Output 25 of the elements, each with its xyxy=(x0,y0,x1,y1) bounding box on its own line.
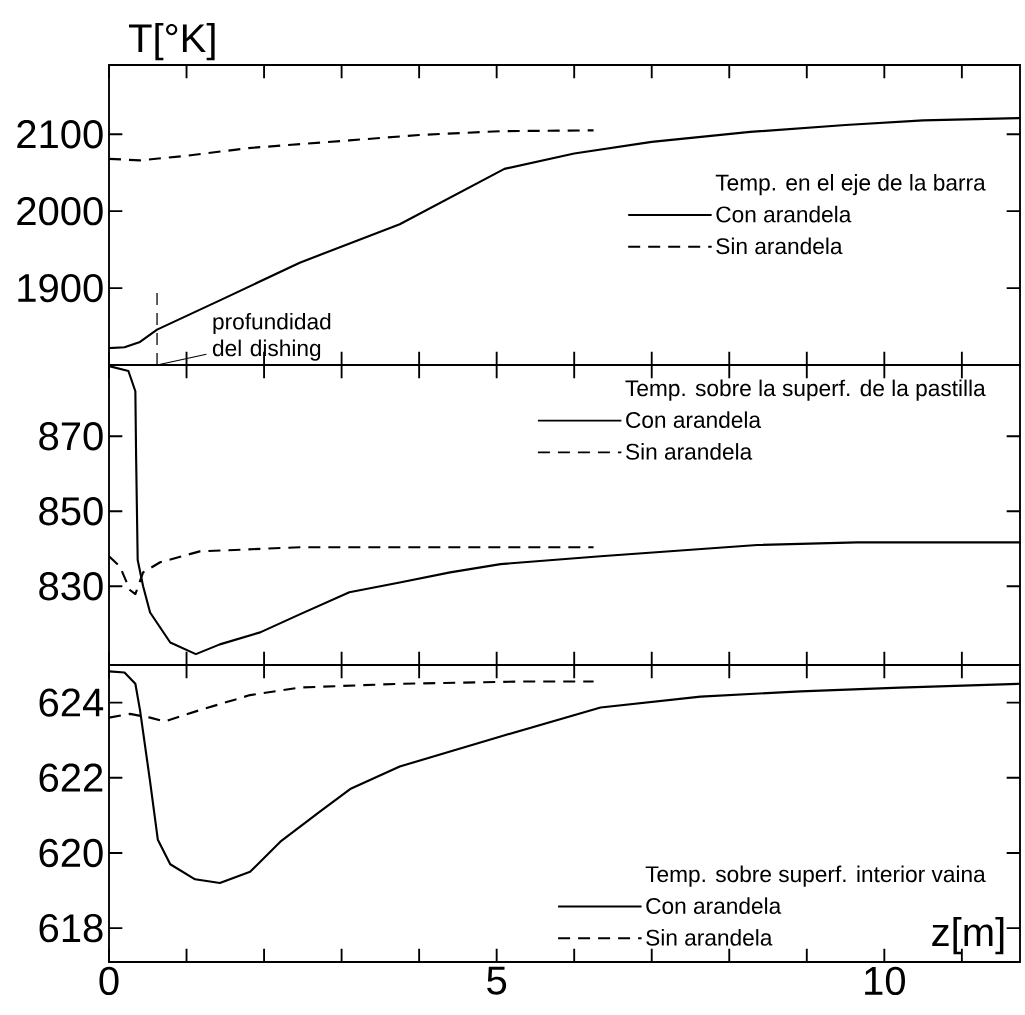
legend-title: Temp. en el eje de la barra xyxy=(715,174,986,196)
y-tick-label: 620 xyxy=(39,838,103,868)
y-tick-label: 622 xyxy=(39,763,103,792)
y-tick-label: 618 xyxy=(39,914,103,943)
y-axis-title: T[°K] xyxy=(129,23,215,61)
x-axis-title: z[m] xyxy=(932,917,1004,955)
legend-label: Con arandela xyxy=(716,205,852,223)
y-tick-label: 1900 xyxy=(18,273,103,303)
y-tick-label: 624 xyxy=(39,688,104,717)
y-tick-label: 2100 xyxy=(17,120,103,149)
legend-title: Temp. sobre superf. interior vaina xyxy=(645,865,986,887)
x-tick-label: 5 xyxy=(487,966,507,995)
legend-label: Sin arandela xyxy=(716,237,843,255)
y-tick-label: 850 xyxy=(39,497,103,526)
y-tick-label: 870 xyxy=(39,422,103,451)
x-tick-label: 0 xyxy=(99,966,119,996)
legend-label: Sin arandela xyxy=(646,929,773,946)
legend-label: Con arandela xyxy=(626,411,762,429)
ref-line-label: profundidad del dishing xyxy=(212,312,331,361)
legend-title: Temp. sobre la superf. de la pastilla xyxy=(625,379,986,401)
legend-label: Sin arandela xyxy=(626,443,753,460)
legend-label: Con arandela xyxy=(646,897,782,914)
y-tick-label: 2000 xyxy=(17,196,103,226)
x-tick-label: 10 xyxy=(865,966,905,996)
y-tick-label: 830 xyxy=(39,572,103,601)
